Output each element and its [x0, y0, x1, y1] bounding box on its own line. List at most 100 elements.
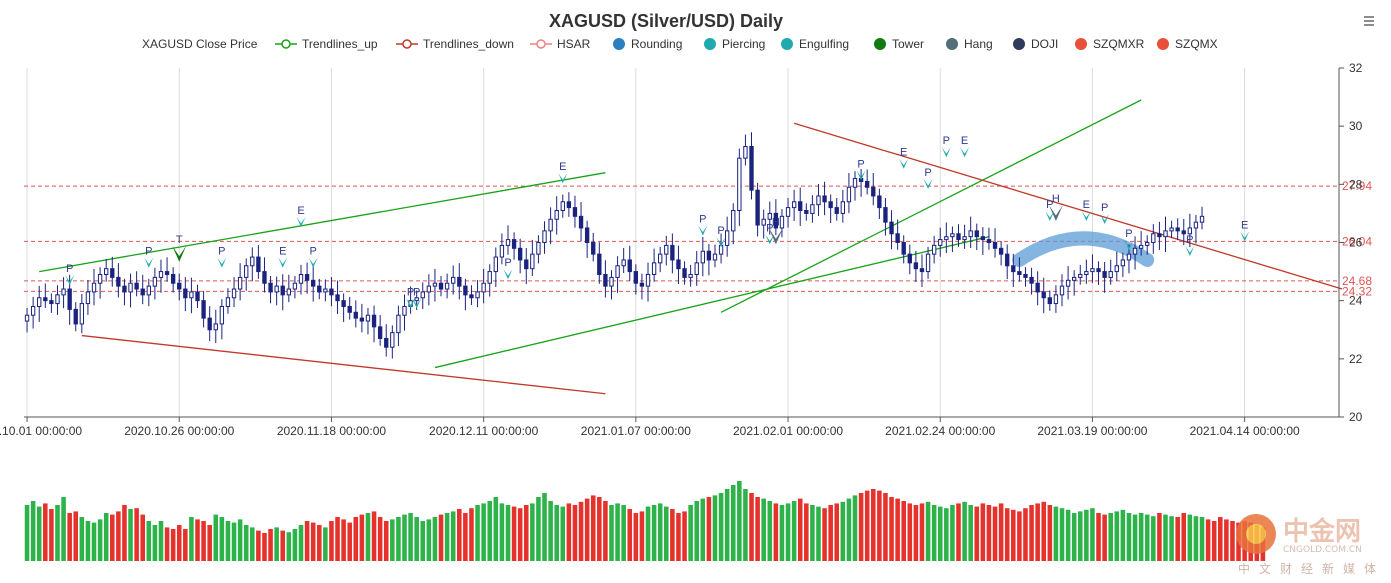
- candle-body-up: [1199, 215, 1205, 223]
- candle: [810, 195, 815, 223]
- candle-body-up: [91, 282, 97, 293]
- candle-body-up: [219, 305, 225, 325]
- marker-engulfing: E: [1240, 219, 1250, 242]
- volume-bar-down: [1175, 517, 1180, 561]
- candle: [487, 264, 492, 297]
- volume-bar-down: [980, 503, 986, 561]
- candle-body-down: [256, 256, 261, 273]
- level-label: 24.68: [1342, 274, 1372, 288]
- candle-body-down: [262, 271, 267, 284]
- y-tick-label: 22: [1349, 352, 1363, 366]
- candle: [597, 242, 602, 284]
- candle-body-up: [158, 271, 164, 278]
- candle-body-up: [402, 305, 407, 316]
- candle: [170, 267, 176, 293]
- candle-body-up: [37, 297, 42, 307]
- volume-bar-up: [189, 517, 194, 561]
- volume-bar-down: [134, 508, 139, 561]
- marker-piercing: P: [412, 286, 422, 309]
- candle-body-up: [104, 268, 109, 275]
- candle-body-up: [791, 201, 797, 209]
- candle: [371, 305, 377, 343]
- candle-body-down: [335, 294, 340, 302]
- candle: [195, 284, 200, 308]
- menu-icon[interactable]: [1362, 14, 1376, 28]
- candle-body-up: [1053, 294, 1059, 305]
- marker-arrow-icon: [296, 216, 306, 227]
- candle-body-up: [1138, 244, 1144, 249]
- candle-body-up: [810, 204, 815, 214]
- volume-bar-up: [390, 519, 395, 561]
- candle-body-up: [816, 195, 821, 206]
- candle-body-up: [548, 218, 553, 232]
- volume-bar-down: [262, 533, 267, 561]
- candle: [791, 189, 797, 221]
- candle: [767, 201, 772, 235]
- candle: [286, 274, 292, 303]
- marker-arrow-icon: [1240, 231, 1250, 242]
- volume-bar-up: [688, 505, 693, 561]
- candle: [524, 248, 529, 285]
- volume-bar-up: [1065, 509, 1071, 561]
- marker-piercing: P: [698, 214, 708, 236]
- candle-body-up: [213, 323, 218, 331]
- candle-body-up: [931, 244, 937, 255]
- candle-body-down: [919, 268, 925, 273]
- candle-body-up: [420, 291, 425, 299]
- candle-body-down: [1047, 297, 1052, 305]
- candle: [700, 236, 705, 277]
- marker-arrow-icon: [558, 173, 568, 184]
- marker-engulfing: E: [960, 135, 970, 158]
- candle-body-down: [676, 259, 681, 270]
- candle-body-up: [1084, 271, 1089, 275]
- candle: [907, 244, 912, 275]
- candle-body-down: [597, 253, 602, 275]
- candle-body-down: [1181, 230, 1186, 235]
- candle: [304, 262, 310, 294]
- marker-engulfing: E: [1081, 199, 1091, 222]
- candle: [1017, 257, 1022, 282]
- candle: [615, 256, 620, 293]
- marker-piercing: P: [716, 225, 726, 248]
- marker-piercing: P: [1124, 228, 1134, 251]
- marker-engulfing: E: [296, 205, 306, 227]
- candle-body-up: [761, 218, 766, 226]
- volume-bar-down: [377, 517, 383, 561]
- candle: [37, 285, 42, 322]
- marker-label: P: [504, 257, 511, 269]
- volume-bar-up: [493, 497, 499, 561]
- candle: [201, 291, 206, 328]
- volume-bar-up: [609, 505, 614, 561]
- candle: [731, 203, 736, 245]
- volume-bar-down: [755, 497, 760, 561]
- marker-hang: H: [768, 216, 783, 245]
- candle-body-up: [323, 288, 328, 293]
- candle-body-up: [365, 314, 371, 322]
- candle: [627, 245, 632, 281]
- candle-body-up: [1151, 233, 1156, 243]
- candle-body-down: [524, 259, 529, 270]
- volume-bar-down: [773, 503, 779, 561]
- volume-bar-up: [1077, 511, 1083, 561]
- candle-body-down: [974, 230, 979, 238]
- volume-bar-up: [432, 517, 438, 561]
- candle-body-up: [30, 305, 36, 316]
- volume-bar-down: [706, 497, 712, 561]
- marker-piercing: P: [941, 135, 951, 158]
- volume-bar-up: [55, 505, 60, 561]
- candle-body-down: [329, 288, 334, 296]
- candle: [511, 232, 517, 260]
- candle-body-down: [371, 314, 377, 328]
- volume-bar-up: [724, 489, 730, 561]
- x-tick-label: 2021.01.07 00:00:00: [581, 424, 691, 438]
- level-label: 26.04: [1342, 234, 1372, 248]
- candle-body-down: [517, 247, 523, 261]
- volume-bar-down: [1035, 503, 1040, 561]
- legend-ring-icon: [536, 39, 546, 49]
- candle: [1065, 266, 1071, 300]
- marker-label: P: [413, 286, 420, 298]
- volume-bar-down: [140, 514, 145, 561]
- candle-body-up: [560, 201, 565, 212]
- candle-body-up: [536, 242, 541, 255]
- candle: [548, 207, 553, 245]
